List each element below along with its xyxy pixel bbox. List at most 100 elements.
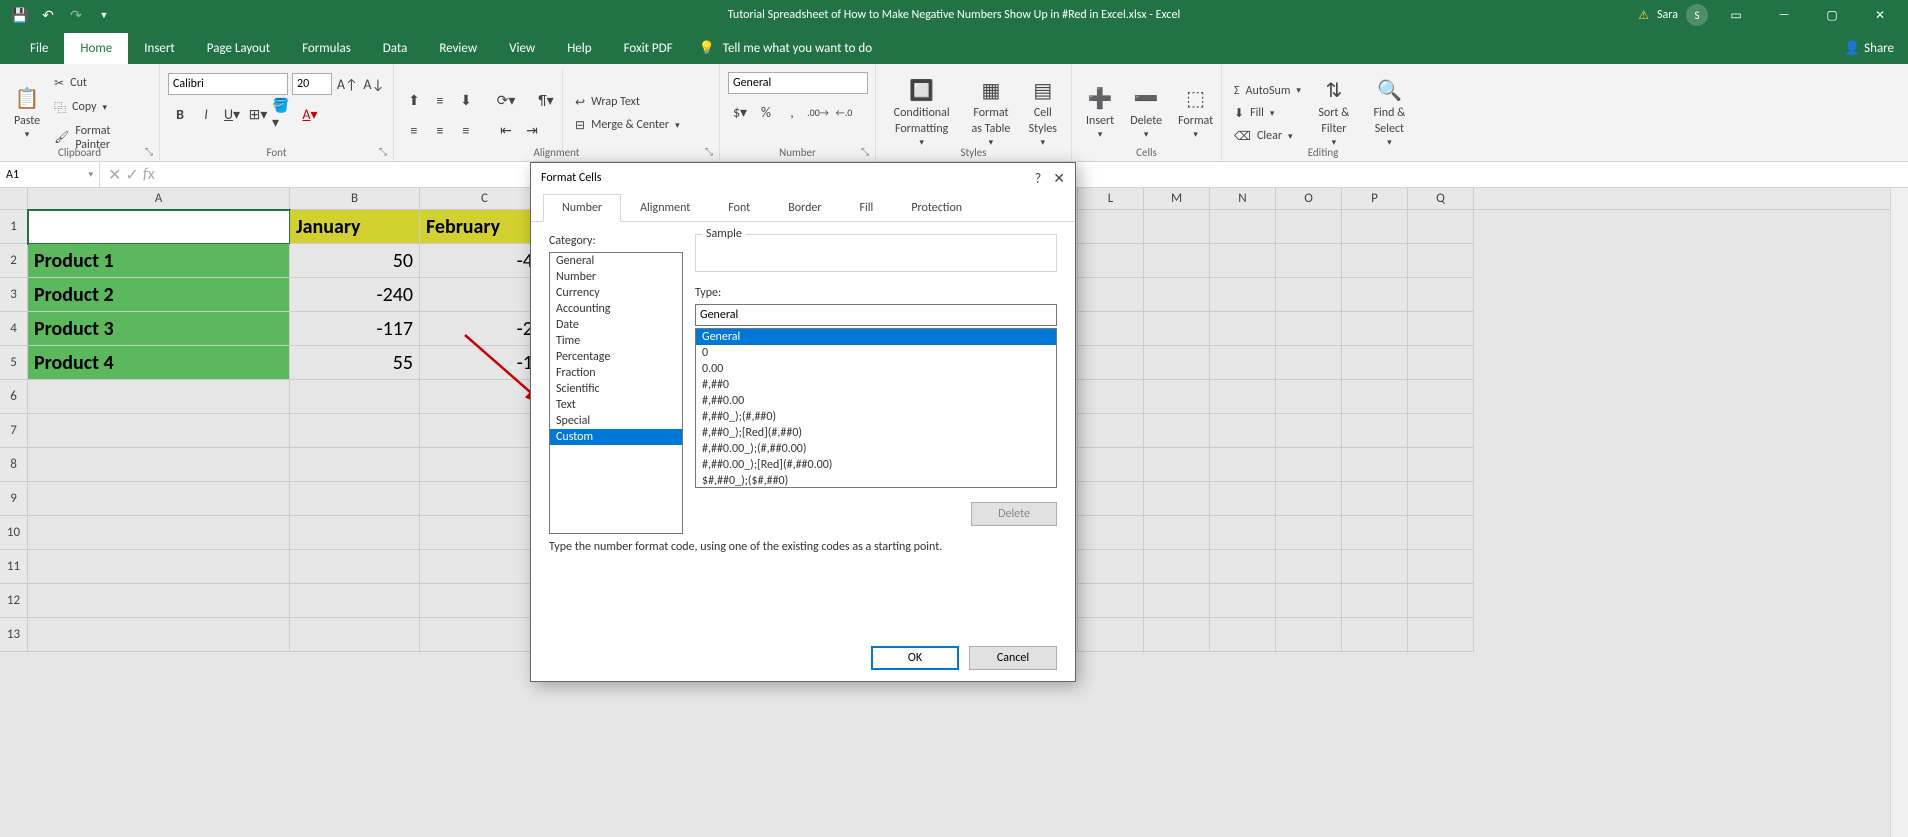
cell[interactable]	[1408, 312, 1474, 346]
dialog-tab[interactable]: Number	[543, 194, 621, 222]
cell[interactable]	[1408, 584, 1474, 618]
align-center-icon[interactable]: ≡	[428, 119, 452, 143]
cell[interactable]	[290, 414, 420, 448]
cell[interactable]	[1342, 482, 1408, 516]
row-header[interactable]: 5	[0, 346, 27, 380]
dialog-close-icon[interactable]: ✕	[1053, 170, 1065, 187]
number-format-select[interactable]	[728, 72, 868, 94]
tab-help[interactable]: Help	[551, 33, 607, 64]
font-size-select[interactable]	[292, 73, 332, 95]
cell[interactable]	[1078, 618, 1144, 652]
cell[interactable]	[1210, 278, 1276, 312]
cell[interactable]	[1210, 312, 1276, 346]
cell[interactable]	[1342, 618, 1408, 652]
cell[interactable]	[1276, 516, 1342, 550]
type-list-item[interactable]: #,##0	[696, 377, 1056, 393]
cell[interactable]	[1078, 516, 1144, 550]
type-list-item[interactable]: #,##0.00	[696, 393, 1056, 409]
align-middle-icon[interactable]: ≡	[428, 89, 452, 113]
tab-insert[interactable]: Insert	[128, 33, 191, 64]
cell[interactable]	[1276, 210, 1342, 244]
cell[interactable]	[1144, 414, 1210, 448]
cell[interactable]	[1408, 210, 1474, 244]
accounting-format-icon[interactable]: $▾	[728, 100, 752, 124]
border-button[interactable]: ⊞▾	[246, 102, 270, 126]
decrease-font-icon[interactable]: A↓	[363, 72, 386, 96]
italic-button[interactable]: I	[194, 102, 218, 126]
increase-indent-icon[interactable]: ⇥	[520, 119, 544, 143]
row-header[interactable]: 7	[0, 414, 27, 448]
cell[interactable]	[28, 482, 290, 516]
copy-button[interactable]: ⿻Copy▾	[50, 96, 151, 119]
cell[interactable]: January	[290, 210, 420, 244]
cell[interactable]	[1408, 448, 1474, 482]
cell[interactable]	[1342, 312, 1408, 346]
cell[interactable]	[1342, 346, 1408, 380]
cell[interactable]	[1210, 516, 1276, 550]
cell[interactable]	[1144, 210, 1210, 244]
tab-home[interactable]: Home	[64, 33, 128, 64]
fx-icon[interactable]: fx	[143, 165, 155, 185]
cell[interactable]	[1144, 584, 1210, 618]
tell-me-search[interactable]: 💡 Tell me what you want to do	[689, 33, 883, 64]
cell[interactable]	[1342, 448, 1408, 482]
cell[interactable]	[1342, 210, 1408, 244]
type-list-item[interactable]: 0.00	[696, 361, 1056, 377]
cell[interactable]: 50	[290, 244, 420, 278]
column-header[interactable]: O	[1276, 188, 1342, 209]
row-header[interactable]: 12	[0, 584, 27, 618]
row-header[interactable]: 8	[0, 448, 27, 482]
row-header[interactable]: 11	[0, 550, 27, 584]
cell[interactable]	[1408, 244, 1474, 278]
cell[interactable]	[1144, 312, 1210, 346]
cell[interactable]: -117	[290, 312, 420, 346]
font-name-select[interactable]	[168, 73, 288, 95]
font-color-button[interactable]: A▾	[298, 102, 322, 126]
save-icon[interactable]: 💾	[8, 3, 32, 27]
cell[interactable]: Product 4	[28, 346, 290, 380]
bold-button[interactable]: B	[168, 102, 192, 126]
category-item[interactable]: Special	[550, 413, 682, 429]
cell[interactable]	[1276, 278, 1342, 312]
dialog-titlebar[interactable]: Format Cells ? ✕	[531, 163, 1075, 193]
cell[interactable]	[1210, 414, 1276, 448]
tab-page-layout[interactable]: Page Layout	[191, 33, 286, 64]
row-header[interactable]: 3	[0, 278, 27, 312]
type-input[interactable]	[695, 304, 1057, 326]
ribbon-options-icon[interactable]: ▭	[1716, 0, 1756, 30]
cell[interactable]	[1144, 448, 1210, 482]
cell[interactable]	[1078, 448, 1144, 482]
category-item[interactable]: Text	[550, 397, 682, 413]
merge-center-button[interactable]: ⊟Merge & Center▾	[571, 115, 684, 136]
type-list[interactable]: General00.00#,##0#,##0.00#,##0_);(#,##0)…	[695, 328, 1057, 488]
cell[interactable]	[1276, 414, 1342, 448]
cell[interactable]	[1276, 584, 1342, 618]
row-header[interactable]: 9	[0, 482, 27, 516]
category-item[interactable]: Percentage	[550, 349, 682, 365]
cell[interactable]: Product 3	[28, 312, 290, 346]
cell[interactable]	[1210, 380, 1276, 414]
cell[interactable]	[1078, 584, 1144, 618]
dialog-launcher-icon[interactable]: ⤡	[376, 144, 390, 158]
type-list-item[interactable]: 0	[696, 345, 1056, 361]
category-item[interactable]: Scientific	[550, 381, 682, 397]
category-item[interactable]: General	[550, 253, 682, 269]
dialog-tab[interactable]: Fill	[841, 194, 893, 222]
cell[interactable]	[1144, 244, 1210, 278]
text-direction-icon[interactable]: ¶▾	[534, 89, 558, 113]
cell[interactable]	[28, 380, 290, 414]
category-item[interactable]: Date	[550, 317, 682, 333]
cell[interactable]	[28, 448, 290, 482]
enter-formula-icon[interactable]: ✓	[125, 165, 138, 185]
cell[interactable]	[1276, 550, 1342, 584]
row-header[interactable]: 1	[0, 210, 27, 244]
cell[interactable]	[28, 210, 290, 244]
undo-icon[interactable]: ↶	[36, 3, 60, 27]
cell[interactable]	[1144, 618, 1210, 652]
dialog-launcher-icon[interactable]: ⤡	[702, 144, 716, 158]
increase-font-icon[interactable]: A↑	[336, 72, 359, 96]
align-right-icon[interactable]: ≡	[454, 119, 478, 143]
dialog-launcher-icon[interactable]: ⤡	[858, 144, 872, 158]
orientation-icon[interactable]: ⟳▾	[494, 89, 518, 113]
cell[interactable]	[1408, 414, 1474, 448]
